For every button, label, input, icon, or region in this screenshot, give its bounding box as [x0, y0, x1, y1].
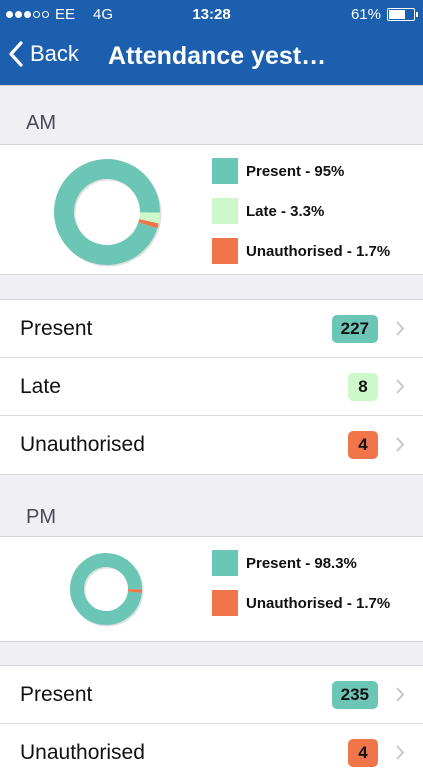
chevron-left-icon: [9, 41, 23, 67]
list-item-present[interactable]: Present 235: [0, 666, 423, 724]
legend-label: Late - 3.3%: [246, 202, 325, 220]
carrier-label: EE: [55, 6, 76, 23]
legend-swatch: [212, 550, 238, 576]
list-item-unauthorised[interactable]: Unauthorised 4: [0, 416, 423, 474]
page-title: Attendance yest…: [108, 42, 327, 70]
section-title-am: AM: [26, 112, 56, 134]
legend-item-late: Late - 3.3%: [212, 191, 390, 231]
donut-slice-present: [54, 159, 160, 265]
chevron-right-icon: [396, 321, 405, 336]
row-label: Late: [20, 375, 61, 398]
pm-attendance-list: Present 235 Unauthorised 4: [0, 665, 423, 782]
back-button[interactable]: Back: [8, 40, 79, 68]
section-gap: [0, 643, 423, 667]
nav-bar: Back Attendance yest…: [0, 30, 423, 85]
am-chart-card: Present - 95% Late - 3.3% Unauthorised -…: [0, 144, 423, 275]
am-legend: Present - 95% Late - 3.3% Unauthorised -…: [212, 151, 390, 271]
legend-label: Unauthorised - 1.7%: [246, 242, 391, 260]
battery-icon: [387, 8, 418, 21]
chevron-right-icon: [396, 687, 405, 702]
count-badge: 227: [331, 315, 378, 343]
chevron-right-icon: [396, 379, 405, 394]
legend-label: Present - 95%: [246, 162, 345, 180]
chevron-right-icon: [396, 745, 405, 760]
chevron-right-icon: [396, 437, 405, 452]
row-label: Present: [20, 317, 93, 340]
row-label: Unauthorised: [20, 433, 145, 456]
pm-donut-chart: [70, 553, 144, 627]
pm-chart-card: Present - 98.3% Unauthorised - 1.7%: [0, 536, 423, 642]
list-item-unauthorised[interactable]: Unauthorised 4: [0, 724, 423, 782]
row-label: Present: [20, 683, 93, 706]
legend-swatch: [212, 590, 238, 616]
list-item-present[interactable]: Present 227: [0, 300, 423, 358]
section-title-pm: PM: [26, 506, 56, 528]
legend-item-present: Present - 95%: [212, 151, 390, 191]
count-badge: 4: [348, 739, 378, 767]
network-label: 4G: [93, 6, 114, 23]
am-attendance-list: Present 227 Late 8 Unauthorised 4: [0, 299, 423, 474]
signal-strength-icon: [6, 11, 49, 18]
legend-item-unauthorised: Unauthorised - 1.7%: [212, 231, 390, 271]
legend-swatch: [212, 198, 238, 224]
status-bar: EE 4G 13:28 61%: [0, 0, 423, 30]
legend-swatch: [212, 238, 238, 264]
am-donut-chart: [54, 159, 162, 267]
legend-swatch: [212, 158, 238, 184]
donut-slice-present: [70, 553, 142, 625]
status-time: 13:28: [192, 6, 231, 23]
legend-label: Present - 98.3%: [246, 554, 357, 572]
pm-legend: Present - 98.3% Unauthorised - 1.7%: [212, 543, 390, 623]
section-gap: [0, 276, 423, 300]
back-label: Back: [30, 41, 79, 66]
legend-label: Unauthorised - 1.7%: [246, 594, 391, 612]
legend-item-present: Present - 98.3%: [212, 543, 390, 583]
list-item-late[interactable]: Late 8: [0, 358, 423, 416]
legend-item-unauthorised: Unauthorised - 1.7%: [212, 583, 390, 623]
count-badge: 235: [331, 681, 378, 709]
count-badge: 8: [348, 373, 378, 401]
count-badge: 4: [348, 431, 378, 459]
battery-percent: 61%: [350, 6, 381, 23]
section-header-am: AM: [0, 85, 423, 145]
row-label: Unauthorised: [20, 741, 145, 764]
section-header-pm: PM: [0, 474, 423, 534]
